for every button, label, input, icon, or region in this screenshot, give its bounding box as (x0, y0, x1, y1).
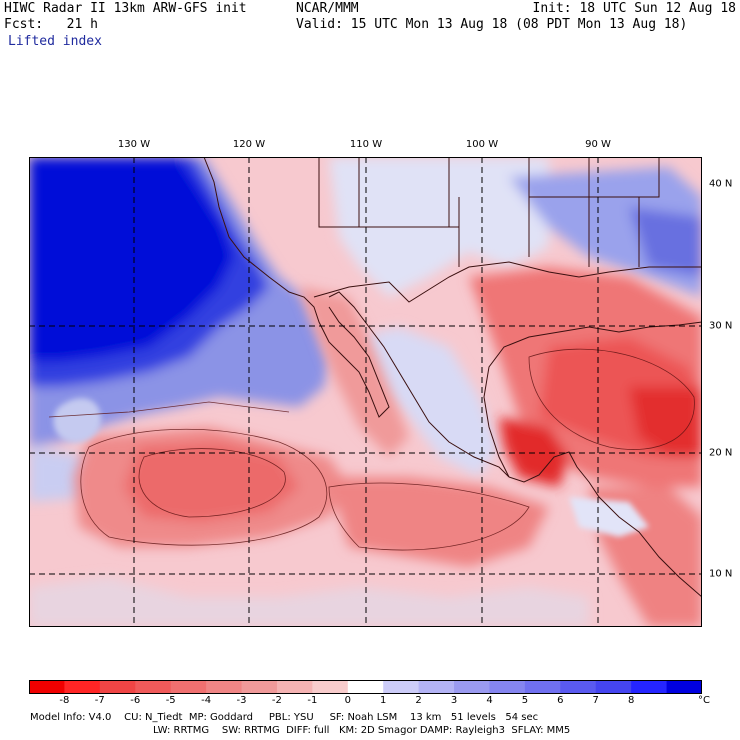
model-info-line1: Model Info: V4.0 CU: N_Tiedt MP: Goddard… (30, 712, 539, 723)
legend-tick-label: 0 (344, 695, 351, 706)
legend-swatch (595, 680, 632, 694)
legend-unit: °C (698, 695, 710, 706)
legend-tick-label: -7 (94, 695, 105, 706)
legend-swatch (135, 680, 172, 694)
legend-swatch (347, 680, 384, 694)
lon-label-130w: 130 W (117, 139, 151, 150)
lon-label-120w: 120 W (232, 139, 266, 150)
legend-tick-label: 8 (628, 695, 635, 706)
unstable-regions (74, 267, 702, 627)
legend-tick-label: 7 (592, 695, 599, 706)
legend-tick-label: -6 (130, 695, 141, 706)
legend-tick-label: -5 (165, 695, 176, 706)
legend-tick-label: -2 (271, 695, 282, 706)
init-time: Init: 18 UTC Sun 12 Aug 18 (532, 1, 737, 16)
coastlines-and-borders (203, 157, 702, 598)
lifted-index-map (29, 157, 702, 627)
legend-tick-label: -1 (307, 695, 318, 706)
lat-label-30n: 30 N (709, 320, 733, 332)
legend-swatch (454, 680, 490, 694)
lat-label-20n: 20 N (709, 447, 733, 459)
legend-tick-label: 3 (450, 695, 458, 706)
legend-tick-label: -8 (59, 695, 70, 706)
legend-swatch (241, 680, 278, 694)
legend-swatch (312, 680, 349, 694)
legend-swatch (276, 680, 313, 694)
lon-label-90w: 90 W (585, 139, 611, 150)
contour-lines (48, 348, 695, 551)
map-frame (29, 157, 702, 627)
legend-swatch (631, 680, 668, 694)
legend-swatch (489, 680, 526, 694)
color-legend (29, 680, 702, 694)
legend-tick-label: -4 (201, 695, 212, 706)
model-title: HIWC Radar II 13km ARW-GFS init (4, 1, 247, 16)
legend-swatch (170, 680, 207, 694)
legend-swatch (99, 680, 136, 694)
legend-swatch (666, 680, 702, 694)
legend-swatch (418, 680, 455, 694)
legend-swatch (206, 680, 243, 694)
graticule (29, 157, 702, 627)
legend-swatch (64, 680, 101, 694)
legend-swatch (560, 680, 597, 694)
forecast-hour: Fcst: 21 h (4, 17, 98, 32)
legend-tick-label: 1 (380, 695, 387, 706)
valid-time: Valid: 15 UTC Mon 13 Aug 18 (08 PDT Mon … (296, 17, 688, 32)
legend-tick-label: 5 (521, 695, 529, 706)
lon-label-110w: 110 W (349, 139, 383, 150)
legend-frame (29, 680, 702, 694)
lon-label-100w: 100 W (465, 139, 499, 150)
legend-swatch (383, 680, 420, 694)
legend-swatch (524, 680, 561, 694)
model-info-line2: LW: RRTMG SW: RRTMG DIFF: full KM: 2D Sm… (153, 725, 571, 736)
lat-label-10n: 10 N (709, 568, 733, 580)
legend-tick-label: 4 (486, 695, 493, 706)
legend-tick-label: 2 (415, 695, 422, 706)
legend-tick-label: 6 (557, 695, 564, 706)
legend-tick-label: -3 (236, 695, 247, 706)
legend-swatch (29, 680, 65, 694)
neutral-patches (53, 398, 649, 537)
lat-label-40n: 40 N (709, 178, 733, 190)
center-name: NCAR/MMM (296, 1, 359, 16)
field-name: Lifted index (8, 34, 102, 49)
